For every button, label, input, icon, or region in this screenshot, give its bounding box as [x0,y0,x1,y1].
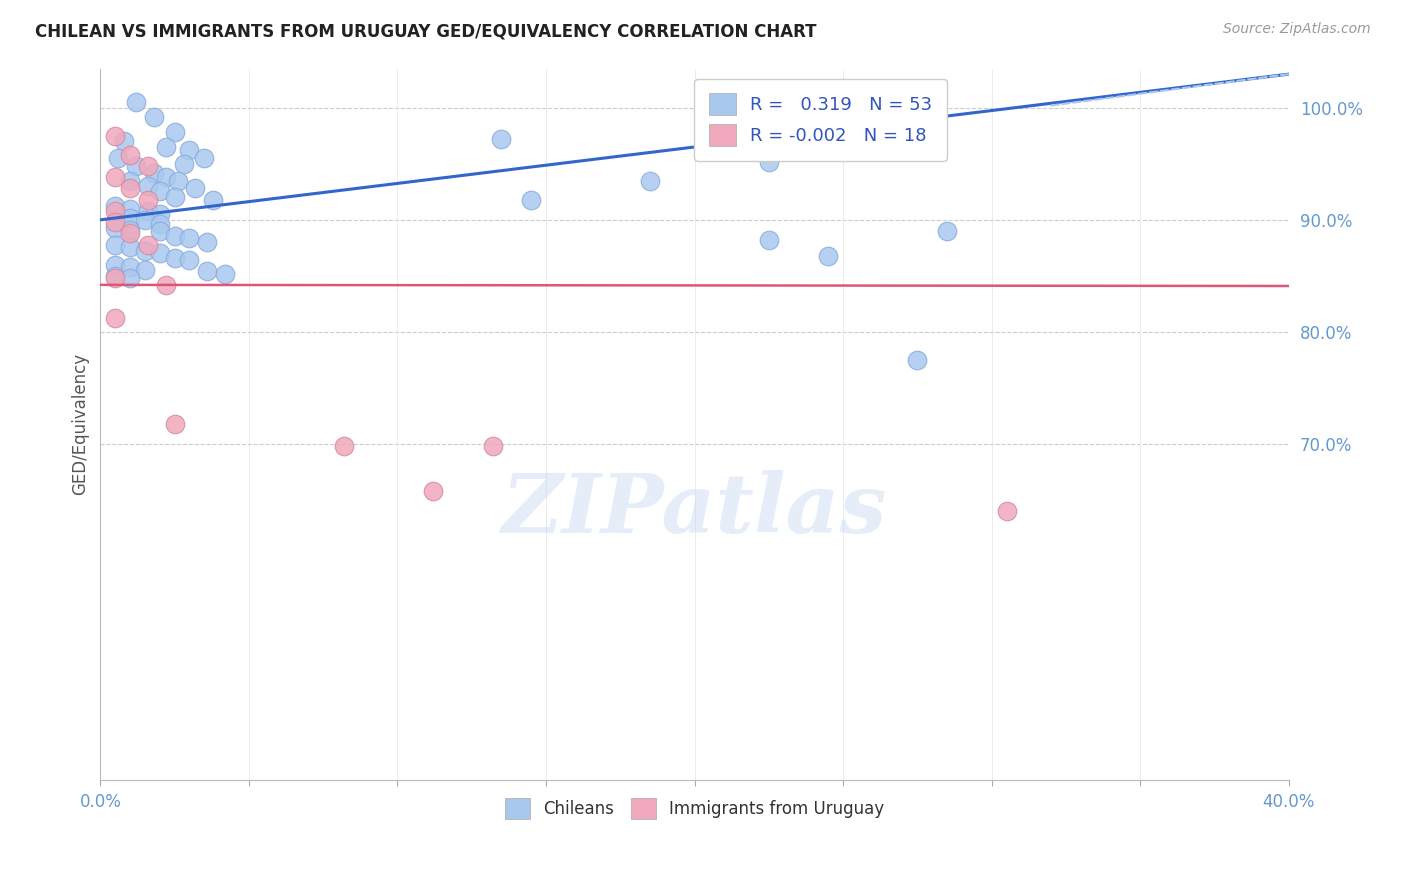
Point [179,253,201,268]
Point [155,170,177,185]
Point [149,184,172,198]
Point [163,251,186,265]
Point [125,95,148,110]
Point [134,244,156,259]
Point [136,237,159,252]
Point [104,170,127,185]
Point [104,220,127,235]
Point [107,151,129,165]
Point [638,173,661,187]
Point [104,237,127,252]
Point [120,271,142,285]
Point [112,134,135,148]
Point [104,203,127,218]
Point [995,504,1018,518]
Point [193,151,215,165]
Point [163,417,186,431]
Point [120,211,142,225]
Point [149,224,172,238]
Point [120,240,142,254]
Point [120,181,142,195]
Point [142,166,165,180]
Point [136,179,159,194]
Point [163,125,186,139]
Point [163,190,186,204]
Point [104,215,127,229]
Point [104,311,127,326]
Point [520,193,543,207]
Y-axis label: GED/Equivalency: GED/Equivalency [72,353,89,495]
Point [120,260,142,274]
Text: CHILEAN VS IMMIGRANTS FROM URUGUAY GED/EQUIVALENCY CORRELATION CHART: CHILEAN VS IMMIGRANTS FROM URUGUAY GED/E… [35,22,817,40]
Point [817,249,839,263]
Point [136,203,159,218]
Point [149,217,172,231]
Legend: Chileans, Immigrants from Uruguay: Chileans, Immigrants from Uruguay [498,792,891,825]
Point [120,202,142,216]
Point [202,193,225,207]
Point [481,439,503,453]
Point [149,207,172,221]
Point [905,353,928,368]
Point [120,173,142,187]
Point [134,212,156,227]
Text: ZIPatlas: ZIPatlas [502,470,887,549]
Point [104,199,127,213]
Point [142,110,165,124]
Point [120,148,142,162]
Point [758,233,780,247]
Point [195,235,218,250]
Point [179,231,201,245]
Point [104,268,127,283]
Point [155,277,177,292]
Point [179,144,201,158]
Point [155,140,177,154]
Point [120,223,142,237]
Point [173,157,195,171]
Point [163,228,186,243]
Point [195,264,218,278]
Point [104,128,127,143]
Point [136,193,159,207]
Point [104,258,127,272]
Point [936,224,959,238]
Point [758,154,780,169]
Point [491,132,513,146]
Point [125,159,148,173]
Point [136,159,159,173]
Point [120,227,142,241]
Point [214,267,236,281]
Point [333,439,356,453]
Text: Source: ZipAtlas.com: Source: ZipAtlas.com [1223,22,1371,37]
Point [149,246,172,260]
Point [104,271,127,285]
Point [184,181,207,195]
Point [166,173,188,187]
Point [422,484,444,499]
Point [134,263,156,277]
